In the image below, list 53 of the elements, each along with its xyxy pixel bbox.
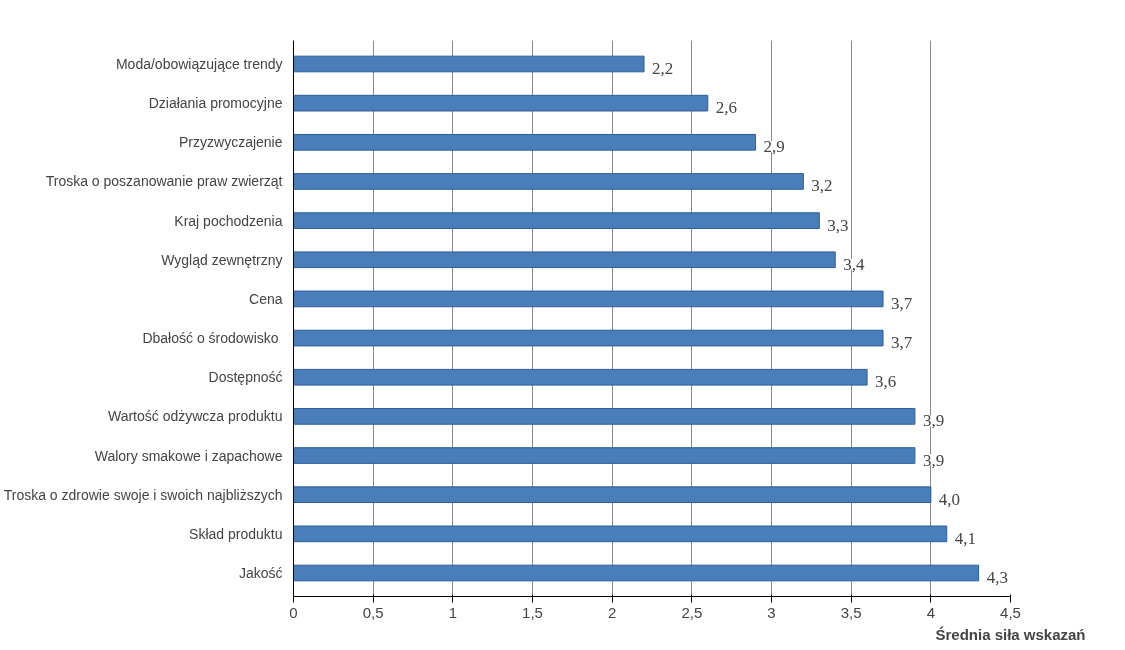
x-tick-label: 4,5: [1000, 603, 1021, 621]
data-label: 2,6: [715, 98, 738, 118]
bar: [293, 408, 916, 425]
y-tick-label: Działania promocyjne: [148, 95, 283, 112]
x-tick-label: 0: [289, 603, 298, 621]
x-tick-label: 2,5: [681, 603, 703, 621]
bar: [293, 368, 868, 386]
bar: [293, 329, 884, 347]
x-tick-label: 1,5: [522, 603, 543, 621]
data-label: 3,9: [922, 411, 945, 431]
bar: [293, 447, 916, 464]
bar: [293, 212, 820, 229]
bar: [293, 133, 757, 151]
data-label: 3,6: [875, 372, 897, 392]
x-tick-label: 1: [448, 603, 458, 621]
data-label: 2,2: [652, 58, 674, 78]
data-label: 3,2: [811, 176, 833, 196]
bar: [293, 251, 836, 269]
bar: [293, 525, 948, 543]
bar: [293, 564, 980, 582]
y-tick-label: Jakość: [238, 565, 283, 582]
data-label: 3,3: [827, 215, 849, 235]
y-tick-label: Wartość odżywcza produktu: [107, 408, 283, 425]
y-tick-label: Cena: [249, 290, 283, 307]
bar: [293, 55, 645, 73]
y-tick-label: Moda/obowiązujące trendy: [115, 55, 283, 72]
y-tick-label: Wygląd zewnętrzny: [161, 251, 283, 268]
x-axis-title: Średnia siła wskazań: [935, 625, 1086, 643]
bar: [293, 486, 932, 504]
x-tick-label: 4: [926, 603, 936, 621]
y-tick-label: Dbałość o środowisko: [142, 330, 279, 347]
x-tick-label: 3,5: [840, 603, 862, 621]
data-label: 2,9: [763, 137, 785, 157]
bar: [293, 94, 709, 112]
data-label: 4,0: [938, 489, 961, 509]
data-label: 4,1: [954, 528, 977, 548]
data-label: 3,4: [843, 254, 865, 274]
data-label: 3,9: [922, 450, 945, 470]
y-tick-label: Kraj pochodzenia: [174, 212, 283, 229]
x-tick-label: 2: [608, 603, 617, 621]
y-tick-label: Przyzwyczajenie: [179, 134, 283, 151]
x-tick-label: 3: [767, 603, 776, 621]
y-tick-label: Skład produktu: [189, 525, 283, 542]
data-label: 3,7: [891, 333, 913, 353]
y-tick-label: Walory smakowe i zapachowe: [94, 447, 283, 464]
bar: [293, 290, 884, 308]
y-tick-label: Troska o zdrowie swoje i swoich najbliższych: [3, 486, 283, 503]
y-tick-label: Dostępność: [208, 369, 283, 386]
x-tick-label: 0,5: [362, 603, 384, 621]
bar: [293, 173, 804, 190]
data-label: 4,3: [986, 568, 1008, 588]
data-label: 3,7: [891, 293, 913, 313]
y-tick-label: Troska o poszanowanie praw zwierząt: [45, 173, 283, 190]
